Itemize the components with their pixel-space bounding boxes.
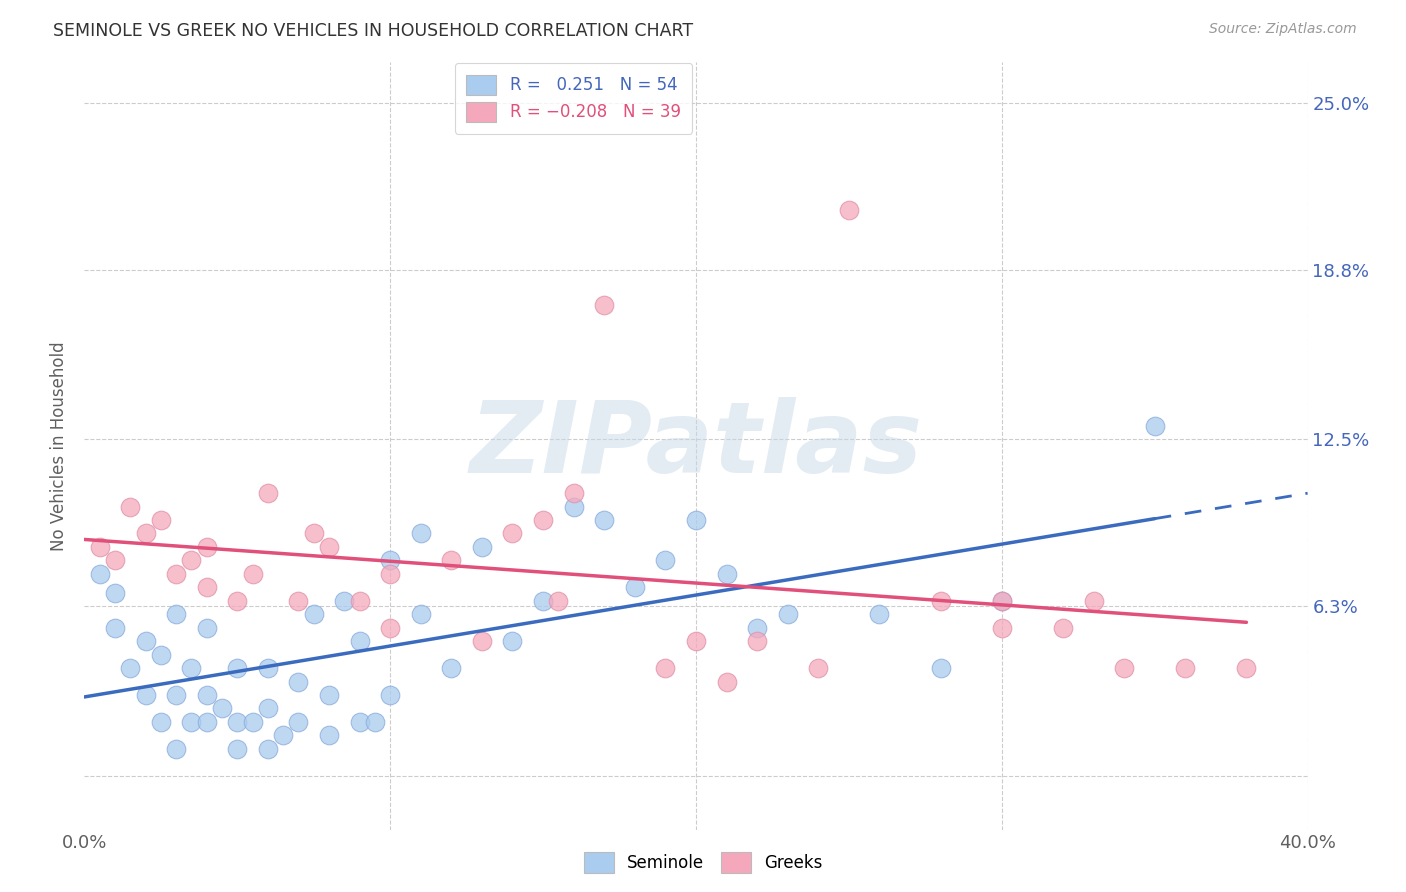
Point xyxy=(654,661,676,675)
Point xyxy=(104,553,127,567)
Point xyxy=(165,688,187,702)
Point xyxy=(685,513,707,527)
Point xyxy=(165,566,187,581)
Point xyxy=(838,203,860,218)
Point xyxy=(195,540,218,554)
Point xyxy=(991,621,1014,635)
Point xyxy=(929,594,952,608)
Point xyxy=(135,688,157,702)
Point xyxy=(349,714,371,729)
Point xyxy=(149,714,172,729)
Point xyxy=(226,661,249,675)
Point xyxy=(991,594,1014,608)
Point xyxy=(929,661,952,675)
Point xyxy=(380,553,402,567)
Point xyxy=(89,540,111,554)
Point xyxy=(380,566,402,581)
Text: ZIPatlas: ZIPatlas xyxy=(470,398,922,494)
Point xyxy=(226,741,249,756)
Legend: R =   0.251   N = 54, R = −0.208   N = 39: R = 0.251 N = 54, R = −0.208 N = 39 xyxy=(454,63,693,134)
Point xyxy=(302,607,325,622)
Point xyxy=(287,714,309,729)
Point xyxy=(318,728,340,742)
Legend: Seminole, Greeks: Seminole, Greeks xyxy=(576,846,830,880)
Point xyxy=(195,714,218,729)
Point xyxy=(440,661,463,675)
Point xyxy=(149,513,172,527)
Point xyxy=(120,500,142,514)
Point xyxy=(349,634,371,648)
Point xyxy=(165,741,187,756)
Point xyxy=(257,661,280,675)
Point xyxy=(135,526,157,541)
Point xyxy=(747,621,769,635)
Point xyxy=(1052,621,1074,635)
Point xyxy=(120,661,142,675)
Point xyxy=(409,526,432,541)
Point xyxy=(180,714,202,729)
Text: Source: ZipAtlas.com: Source: ZipAtlas.com xyxy=(1209,22,1357,37)
Point xyxy=(1236,661,1258,675)
Point xyxy=(593,298,616,312)
Point xyxy=(226,714,249,729)
Point xyxy=(380,688,402,702)
Point xyxy=(1143,418,1166,433)
Point xyxy=(531,594,554,608)
Point xyxy=(257,701,280,715)
Point xyxy=(1083,594,1105,608)
Point xyxy=(409,607,432,622)
Point xyxy=(716,566,738,581)
Point xyxy=(807,661,830,675)
Point xyxy=(562,500,585,514)
Point xyxy=(165,607,187,622)
Y-axis label: No Vehicles in Household: No Vehicles in Household xyxy=(51,341,69,551)
Text: SEMINOLE VS GREEK NO VEHICLES IN HOUSEHOLD CORRELATION CHART: SEMINOLE VS GREEK NO VEHICLES IN HOUSEHO… xyxy=(53,22,693,40)
Point xyxy=(776,607,799,622)
Point xyxy=(104,585,127,599)
Point xyxy=(333,594,356,608)
Point xyxy=(257,486,280,500)
Point xyxy=(149,648,172,662)
Point xyxy=(654,553,676,567)
Point xyxy=(242,566,264,581)
Point xyxy=(502,634,524,648)
Point xyxy=(180,553,202,567)
Point xyxy=(287,594,309,608)
Point xyxy=(195,621,218,635)
Point xyxy=(271,728,294,742)
Point xyxy=(135,634,157,648)
Point xyxy=(1174,661,1197,675)
Point xyxy=(318,688,340,702)
Point xyxy=(1114,661,1136,675)
Point xyxy=(593,513,616,527)
Point xyxy=(226,594,249,608)
Point xyxy=(624,580,647,594)
Point xyxy=(318,540,340,554)
Point xyxy=(380,621,402,635)
Point xyxy=(195,688,218,702)
Point xyxy=(287,674,309,689)
Point xyxy=(991,594,1014,608)
Point xyxy=(242,714,264,729)
Point xyxy=(440,553,463,567)
Point xyxy=(104,621,127,635)
Point xyxy=(195,580,218,594)
Point xyxy=(471,634,494,648)
Point xyxy=(562,486,585,500)
Point xyxy=(302,526,325,541)
Point xyxy=(531,513,554,527)
Point xyxy=(349,594,371,608)
Point xyxy=(747,634,769,648)
Point xyxy=(685,634,707,648)
Point xyxy=(211,701,233,715)
Point xyxy=(869,607,891,622)
Point xyxy=(547,594,569,608)
Point xyxy=(471,540,494,554)
Point xyxy=(364,714,387,729)
Point xyxy=(502,526,524,541)
Point xyxy=(180,661,202,675)
Point xyxy=(716,674,738,689)
Point xyxy=(89,566,111,581)
Point xyxy=(257,741,280,756)
